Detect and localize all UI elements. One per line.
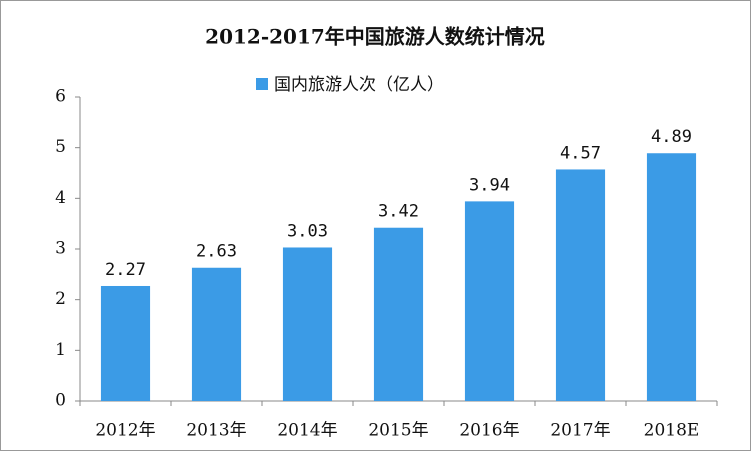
y-tick-label: 1 [55, 340, 66, 360]
y-tick-label: 6 [55, 87, 66, 107]
bar [555, 169, 606, 401]
value-label: 3.94 [469, 175, 510, 195]
bar [373, 227, 424, 401]
value-label: 3.42 [378, 202, 419, 222]
value-label: 2.63 [196, 242, 237, 262]
bar [282, 247, 333, 401]
y-tick-label: 5 [55, 137, 66, 157]
x-tick-label: 2014年 [277, 421, 337, 441]
chart-title: 2012-2017年中国旅游人数统计情况 [205, 25, 545, 49]
y-tick-label: 2 [55, 289, 66, 309]
bar [464, 201, 515, 401]
legend-label: 国内旅游人次（亿人） [274, 75, 444, 95]
x-tick-label: 2012年 [95, 421, 155, 441]
y-tick-label: 0 [55, 391, 66, 411]
x-tick-label: 2013年 [186, 421, 246, 441]
x-tick-label: 2015年 [368, 421, 428, 441]
bar [646, 153, 697, 401]
y-tick-label: 4 [55, 188, 66, 208]
x-tick-label: 2017年 [550, 421, 610, 441]
x-tick-label: 2018E [644, 421, 700, 441]
x-tick-label: 2016年 [459, 421, 519, 441]
y-tick-label: 3 [55, 239, 66, 259]
legend-swatch [256, 78, 268, 90]
value-label: 2.27 [105, 260, 146, 280]
value-label: 4.57 [560, 143, 601, 163]
value-label: 3.03 [287, 221, 328, 241]
value-label: 4.89 [651, 127, 692, 147]
bar [191, 267, 242, 401]
bar [100, 285, 151, 401]
